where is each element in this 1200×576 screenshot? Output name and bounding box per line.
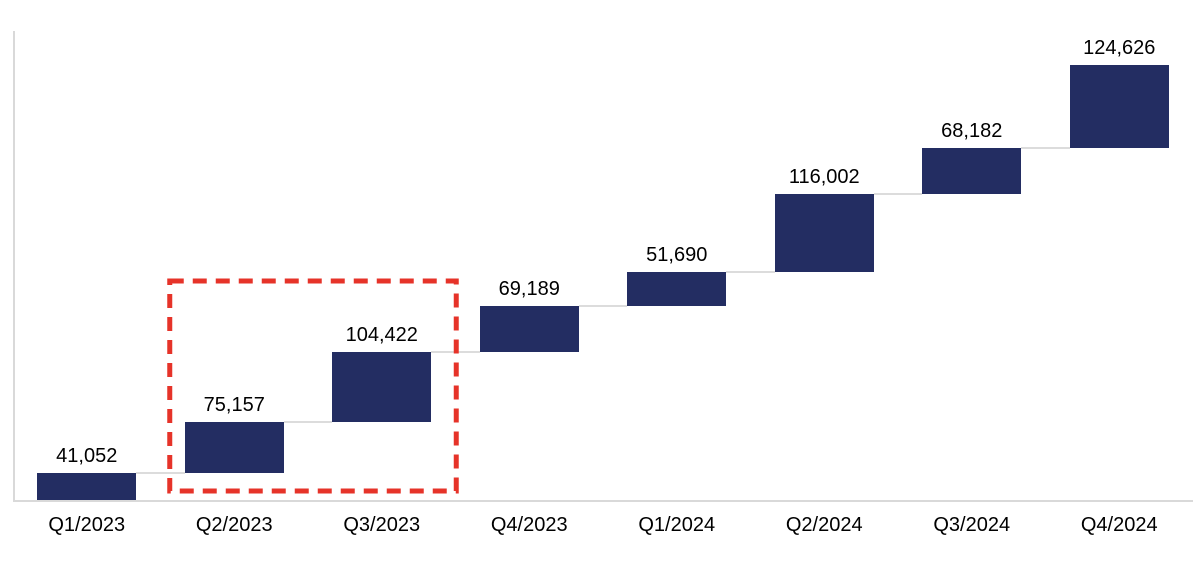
bar-value-label: 68,182 bbox=[941, 120, 1003, 143]
bar bbox=[922, 148, 1022, 194]
x-axis-label: Q1/2024 bbox=[638, 514, 716, 536]
connector-line bbox=[136, 471, 185, 474]
bar-value-label: 41,052 bbox=[56, 444, 118, 467]
x-axis-label: Q3/2023 bbox=[343, 514, 421, 536]
x-axis-label: Q2/2023 bbox=[195, 514, 273, 536]
bar-value-label: 104,422 bbox=[345, 324, 418, 347]
connector-line bbox=[873, 192, 923, 195]
connector-line bbox=[726, 270, 775, 273]
bar-value-label: 69,189 bbox=[498, 278, 560, 301]
bar bbox=[332, 352, 432, 423]
bar bbox=[627, 271, 727, 307]
bar bbox=[1069, 65, 1169, 149]
x-axis-line bbox=[13, 500, 1193, 502]
x-axis-label: Q1/2023 bbox=[48, 514, 126, 536]
bar bbox=[774, 193, 874, 272]
bar-value-label: 124,626 bbox=[1083, 37, 1156, 59]
bar bbox=[184, 422, 284, 473]
bar-value-label: 75,157 bbox=[203, 394, 265, 417]
x-axis-label: Q4/2024 bbox=[1080, 514, 1158, 536]
x-axis-label: Q4/2023 bbox=[490, 514, 568, 536]
connector-line bbox=[283, 421, 333, 424]
bar bbox=[37, 472, 137, 500]
connector-line bbox=[1021, 147, 1070, 150]
y-axis-line bbox=[13, 31, 15, 502]
bar-value-label: 51,690 bbox=[646, 243, 708, 266]
bar-value-label: 116,002 bbox=[788, 165, 860, 188]
connector-line bbox=[578, 305, 628, 308]
x-axis-label: Q3/2024 bbox=[933, 514, 1011, 536]
bar bbox=[479, 306, 579, 353]
connector-line bbox=[431, 351, 480, 354]
x-axis-label: Q2/2024 bbox=[785, 514, 863, 536]
